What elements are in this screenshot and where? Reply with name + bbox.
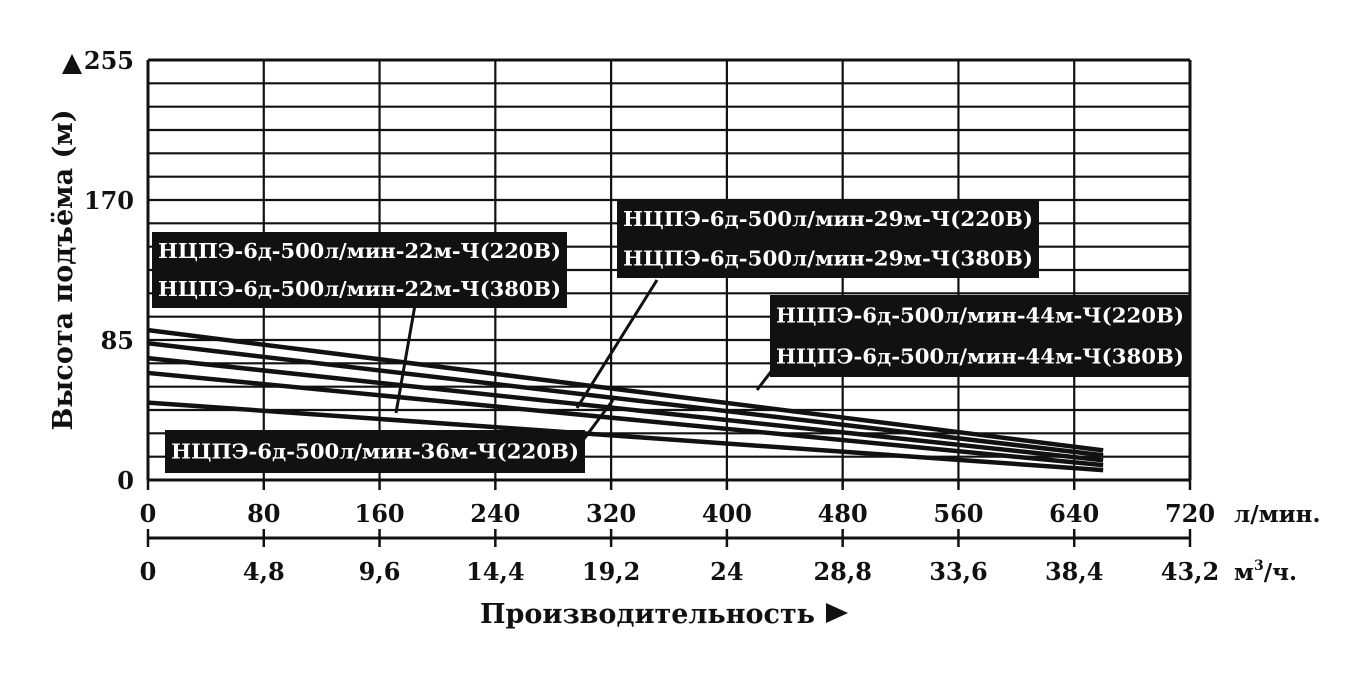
y-axis-title-arrow-icon: [62, 54, 82, 74]
legend-box: [152, 232, 567, 308]
x-tick-label-secondary: 33,6: [929, 557, 987, 586]
legend-label: НЦПЭ-6д-500л/мин-44м-Ч(220В): [776, 304, 1184, 328]
y-tick-label: 0: [117, 466, 134, 495]
x-axis-title-arrow-icon: [826, 603, 848, 623]
series-line: [147, 370, 1104, 468]
x-tick-label-secondary: 19,2: [582, 557, 640, 586]
series-lines: [147, 327, 1104, 473]
legend-label: НЦПЭ-6д-500л/мин-29м-Ч(380В): [623, 246, 1033, 270]
legend-label: НЦПЭ-6д-500л/мин-22м-Ч(220В): [158, 239, 561, 263]
legend-box: [165, 430, 585, 473]
series-line: [147, 400, 1104, 473]
legend-box: [617, 199, 1039, 278]
x-tick-label-secondary: 24: [710, 557, 743, 586]
legend-box: [770, 295, 1190, 377]
x-tick-label-secondary: 14,4: [466, 557, 524, 586]
legend-label: НЦПЭ-6д-500л/мин-29м-Ч(220В): [623, 207, 1033, 231]
y-tick-label: 85: [101, 326, 134, 355]
x-tick-label: 160: [355, 499, 405, 528]
x-tick-label-secondary: 9,6: [359, 557, 401, 586]
y-tick-label: 255: [84, 46, 134, 75]
legend-boxes: НЦПЭ-6д-500л/мин-22м-Ч(220В) НЦПЭ-6д-500л…: [152, 199, 1190, 473]
series-line: [147, 327, 1104, 453]
x-tick-label: 400: [702, 499, 752, 528]
x-unit-secondary: м3/ч.: [1234, 558, 1297, 586]
x-tick-label-secondary: 28,8: [813, 557, 871, 586]
x-tick-label: 240: [470, 499, 520, 528]
x-unit-primary: л/мин.: [1234, 501, 1321, 528]
series-line: [147, 341, 1104, 458]
x-tick-label-secondary: 0: [140, 557, 157, 586]
y-axis-title: Высота подъёма (м): [48, 110, 79, 431]
x-tick-label: 0: [140, 499, 157, 528]
x-tick-label-secondary: 43,2: [1161, 557, 1219, 586]
leader-line: [394, 304, 417, 414]
legend-label: НЦПЭ-6д-500л/мин-44м-Ч(380В): [776, 345, 1184, 369]
legend-label: НЦПЭ-6д-500л/мин-22м-Ч(380В): [158, 277, 561, 301]
x-tick-label: 480: [818, 499, 868, 528]
x-axis-title: Производительность: [480, 599, 815, 630]
series-line: [147, 355, 1104, 463]
legend-label: НЦПЭ-6д-500л/мин-36м-Ч(220В): [171, 440, 579, 464]
x-tick-label: 640: [1049, 499, 1099, 528]
y-tick-label: 170: [84, 186, 134, 215]
x-tick-label: 80: [247, 499, 280, 528]
x-tick-label: 560: [933, 499, 983, 528]
x-tick-label: 720: [1165, 499, 1215, 528]
x-tick-label-secondary: 38,4: [1045, 557, 1103, 586]
axes: 08517025500804,81609,624014,432019,24002…: [84, 46, 1219, 586]
leader-line: [575, 279, 659, 409]
x-tick-label: 320: [586, 499, 636, 528]
x-tick-label-secondary: 4,8: [243, 557, 285, 586]
